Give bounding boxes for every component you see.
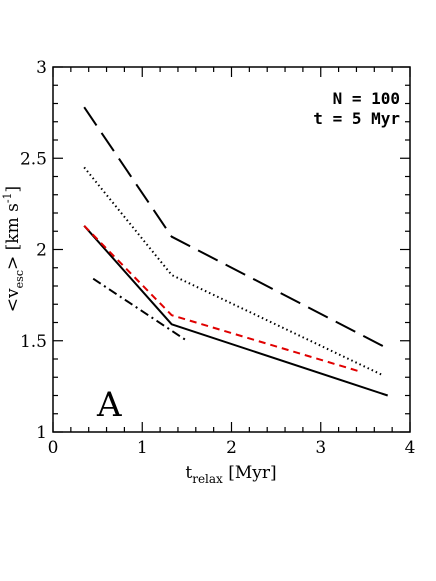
- series-line-long-dash: [83, 106, 384, 348]
- y-tick-label: 1: [36, 423, 47, 443]
- annotation-n: N = 100: [333, 89, 400, 108]
- y-tick-label: 2: [36, 241, 47, 261]
- panel-label: A: [96, 385, 122, 425]
- x-axis-label-sub: relax: [192, 472, 223, 486]
- y-tick-label: 1.5: [20, 332, 47, 352]
- x-tick-label: 3: [315, 438, 326, 458]
- series-line-short-dash: [83, 225, 362, 373]
- y-tick-label: 2.5: [20, 149, 47, 169]
- y-axis-label-close: > [km s: [3, 203, 23, 270]
- y-axis-label-sup: -1: [1, 192, 14, 203]
- x-tick-label: 4: [405, 438, 416, 458]
- y-axis-label-sub: esc: [13, 270, 26, 288]
- axis-ticks: [52, 66, 411, 433]
- series-line-solid: [83, 225, 389, 397]
- x-tick-label: 1: [137, 438, 148, 458]
- tick-labels: 0 1 2 3 411.522.53: [20, 58, 415, 458]
- series-group: [83, 106, 389, 397]
- x-axis-label-unit: [Myr]: [223, 463, 277, 483]
- y-tick-label: 3: [36, 58, 47, 78]
- x-axis-label: trelax [Myr]: [185, 463, 276, 486]
- x-tick-label: 2: [226, 438, 237, 458]
- x-axis-label-main: t: [185, 463, 192, 483]
- annotation-time: t = 5 Myr: [313, 109, 400, 128]
- y-axis-label-end: ]: [3, 186, 23, 193]
- x-tick-label: 0: [48, 438, 59, 458]
- series-line-dotted: [83, 166, 384, 377]
- y-axis-label: <vesc> [km s-1]: [1, 186, 26, 312]
- y-axis-label-open: <v: [3, 288, 23, 312]
